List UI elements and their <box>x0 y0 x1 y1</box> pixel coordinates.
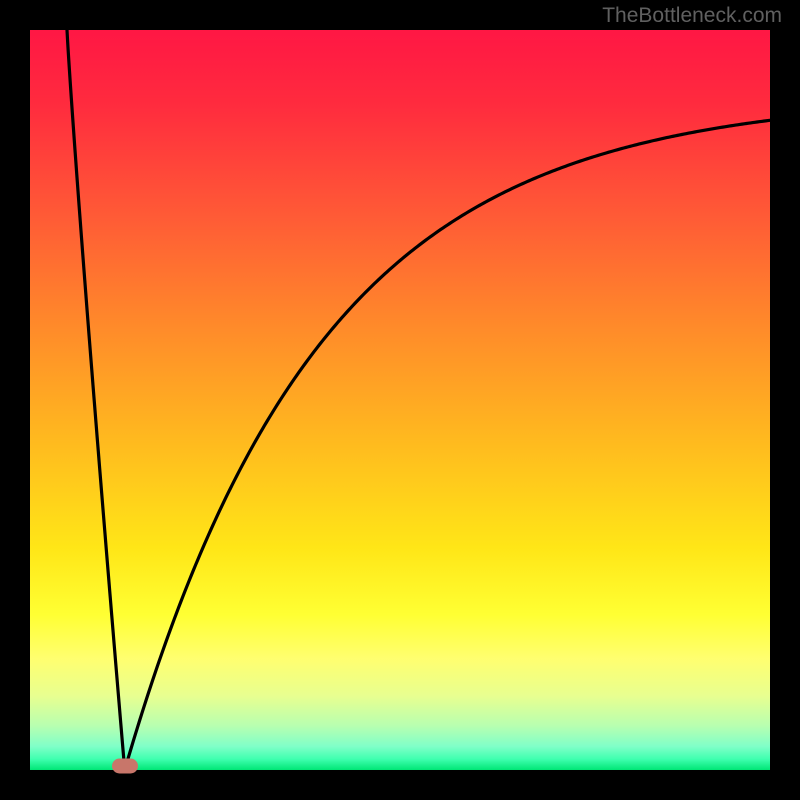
bottleneck-curve <box>30 30 770 770</box>
watermark-text: TheBottleneck.com <box>602 4 782 28</box>
minimum-marker <box>112 758 138 773</box>
plot-area <box>30 30 770 770</box>
chart-container: TheBottleneck.com <box>0 0 800 800</box>
curve-path <box>67 30 770 770</box>
